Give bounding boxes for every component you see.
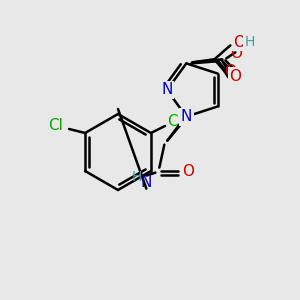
Text: N: N (181, 109, 192, 124)
Text: H: H (244, 35, 254, 50)
Text: H: H (131, 169, 142, 184)
Text: O: O (182, 164, 194, 179)
Text: O: O (233, 35, 245, 50)
Text: H: H (241, 40, 251, 54)
Text: N: N (181, 109, 192, 124)
Text: O: O (229, 69, 241, 84)
Text: O: O (224, 64, 236, 79)
Text: N: N (161, 82, 173, 98)
Text: Cl: Cl (167, 113, 182, 128)
Text: N: N (141, 175, 152, 190)
Text: N: N (161, 82, 173, 98)
Text: Cl: Cl (48, 118, 62, 133)
Text: O: O (230, 46, 242, 61)
